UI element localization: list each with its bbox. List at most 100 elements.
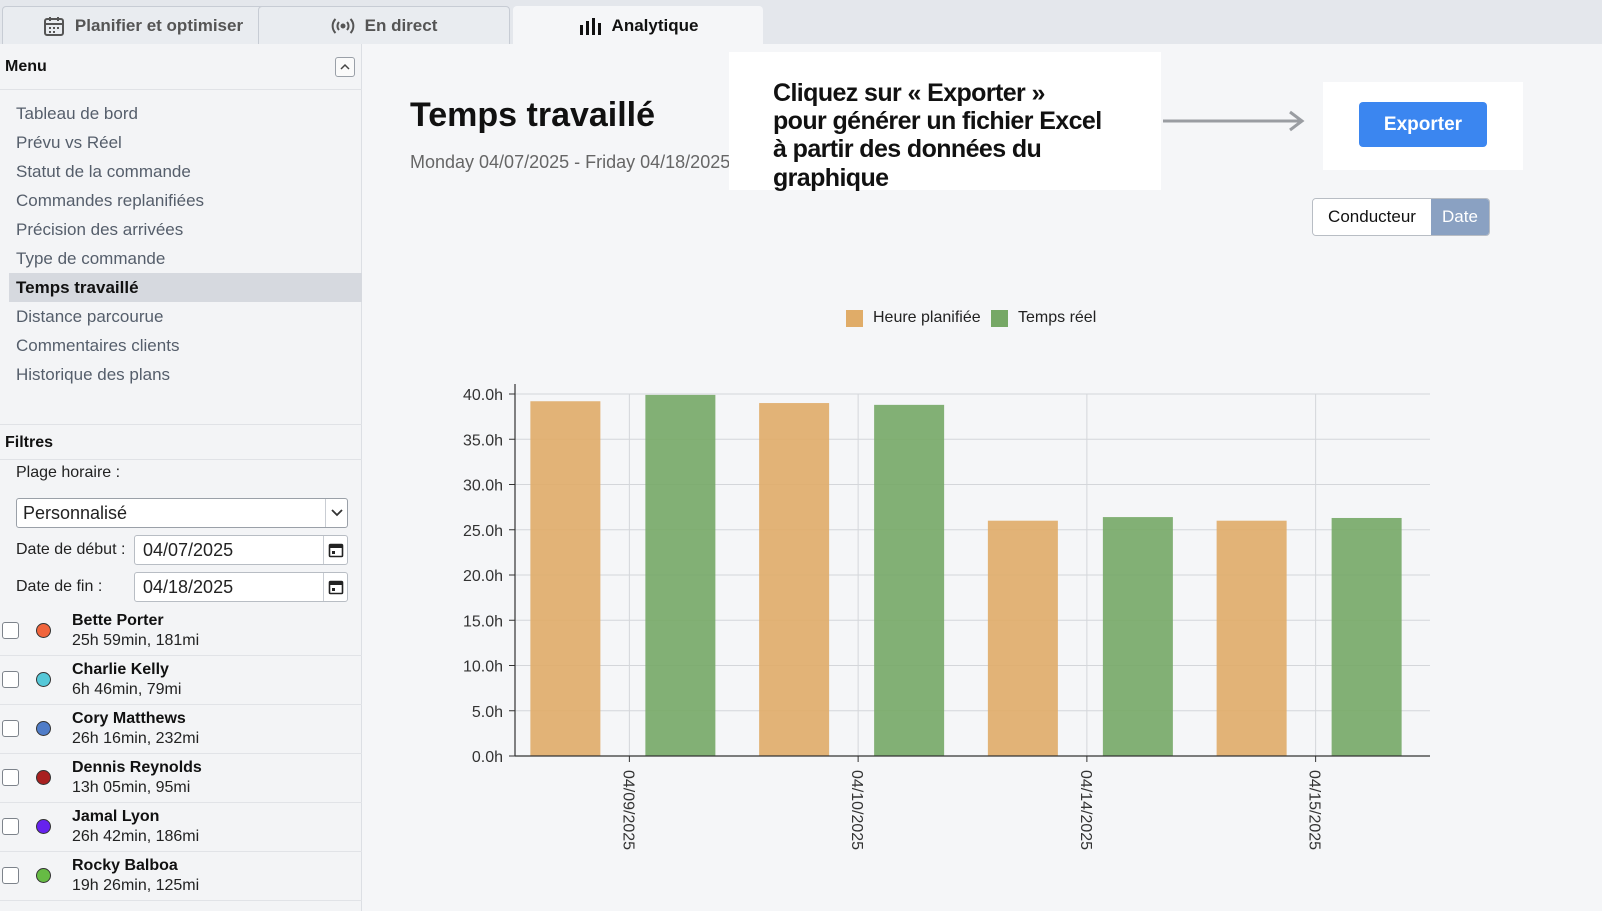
bar-actual	[1102, 517, 1173, 756]
driver-stats: 25h 59min, 181mi	[72, 632, 200, 649]
menu-item-commentaires-clients[interactable]: Commentaires clients	[16, 336, 180, 355]
filters-header: Filtres	[0, 424, 362, 460]
legend-label-actual: Temps réel	[1018, 309, 1097, 326]
menu-item-statut-commande[interactable]: Statut de la commande	[16, 162, 191, 181]
menu-item-historique-plans[interactable]: Historique des plans	[16, 365, 171, 384]
menu-item-precision-arrivees[interactable]: Précision des arrivées	[16, 220, 184, 239]
driver-name: Rocky Balboa	[72, 857, 178, 874]
menu-item-commandes-replanifiees[interactable]: Commandes replanifiées	[16, 191, 205, 210]
bar-planned	[1216, 520, 1287, 756]
filters-title: Filtres	[5, 434, 54, 451]
callout-line: Cliquez sur « Exporter »	[773, 79, 1045, 107]
x-tick-label: 04/09/2025	[619, 770, 636, 850]
driver-row[interactable]: Jamal Lyon 26h 42min, 186mi	[0, 803, 362, 852]
toggle-date[interactable]: Date	[1431, 199, 1489, 235]
menu-item-prevu-vs-reel[interactable]: Prévu vs Réel	[16, 133, 122, 152]
broadcast-icon	[331, 16, 355, 36]
driver-name: Jamal Lyon	[72, 808, 160, 825]
time-range-value: Personnalisé	[23, 503, 128, 523]
time-range-label: Plage horaire :	[16, 464, 121, 481]
driver-color-dot	[36, 819, 51, 834]
bar-planned	[530, 401, 601, 756]
bar-planned	[759, 403, 830, 756]
start-date-label: Date de début :	[16, 541, 126, 558]
menu-item-temps-travaille[interactable]: Temps travaillé	[9, 273, 362, 302]
y-tick-label: 30.0h	[463, 478, 503, 495]
tab-label: En direct	[364, 15, 438, 35]
end-date-input[interactable]: 04/18/2025	[134, 572, 348, 602]
calendar-icon	[43, 15, 65, 37]
arrow-right-icon	[1163, 110, 1305, 132]
tab-label: Analytique	[611, 15, 699, 35]
driver-name: Cory Matthews	[72, 710, 186, 727]
end-date-label: Date de fin :	[16, 578, 103, 595]
driver-stats: 13h 05min, 95mi	[72, 779, 191, 796]
y-tick-label: 35.0h	[463, 432, 503, 449]
driver-name: Charlie Kelly	[72, 661, 169, 678]
worked-time-bar-chart: 0.0h 5.0h 10.0h 15.0h 20.0h 25.0h 30.0h 35.0h 40…	[463, 384, 1430, 850]
menu-header: Menu	[0, 44, 362, 90]
calendar-icon[interactable]	[323, 536, 347, 564]
y-tick-label: 20.0h	[463, 568, 503, 585]
start-date-input[interactable]: 04/07/2025	[134, 535, 348, 565]
x-tick-label: 04/15/2025	[1306, 770, 1323, 850]
top-tab-bar: Planifier et optimiser En direct Analyti…	[0, 0, 1602, 44]
menu-item-distance-parcourue[interactable]: Distance parcourue	[16, 307, 164, 326]
chevron-up-icon	[340, 58, 350, 76]
driver-name: Dennis Reynolds	[72, 759, 202, 776]
y-tick-label: 0.0h	[472, 749, 503, 766]
menu-item-type-commande[interactable]: Type de commande	[16, 249, 166, 268]
legend-label-planned: Heure planifiée	[873, 309, 981, 326]
driver-row[interactable]: Bette Porter 25h 59min, 181mi	[0, 607, 362, 656]
y-tick-label: 10.0h	[463, 659, 503, 676]
driver-checkbox[interactable]	[2, 818, 19, 835]
end-date-value: 04/18/2025	[143, 577, 234, 597]
driver-row[interactable]: Rocky Balboa 19h 26min, 125mi	[0, 852, 362, 901]
legend-swatch-planned	[846, 309, 863, 327]
driver-checkbox[interactable]	[2, 769, 19, 786]
driver-row[interactable]: Cory Matthews 26h 16min, 232mi	[0, 705, 362, 754]
bar-planned	[987, 520, 1058, 756]
x-tick-label: 04/10/2025	[848, 770, 865, 850]
y-tick-label: 40.0h	[463, 387, 503, 404]
view-toggle: Conducteur Date	[1312, 198, 1490, 236]
toggle-conducteur[interactable]: Conducteur	[1313, 199, 1431, 235]
bar-chart-icon	[578, 16, 602, 36]
driver-stats: 6h 46min, 79mi	[72, 681, 182, 698]
driver-checkbox[interactable]	[2, 671, 19, 688]
driver-stats: 26h 16min, 232mi	[72, 730, 200, 747]
page-title: Temps travaillé	[410, 96, 656, 134]
driver-color-dot	[36, 721, 51, 736]
tab-label: Planifier et optimiser	[74, 15, 244, 35]
sidebar: Menu Tableau de bord Prévu vs Réel Statu…	[0, 44, 362, 911]
driver-checkbox[interactable]	[2, 720, 19, 737]
driver-stats: 19h 26min, 125mi	[72, 877, 200, 894]
y-tick-label: 25.0h	[463, 523, 503, 540]
driver-color-dot	[36, 868, 51, 883]
tab-en-direct[interactable]: En direct	[258, 6, 510, 44]
driver-checkbox[interactable]	[2, 622, 19, 639]
export-button[interactable]: Exporter	[1359, 102, 1487, 147]
calendar-icon[interactable]	[323, 573, 347, 601]
bar-actual	[645, 394, 716, 756]
bar-actual	[874, 404, 945, 756]
driver-name: Bette Porter	[72, 612, 164, 629]
driver-row[interactable]: Charlie Kelly 6h 46min, 79mi	[0, 656, 362, 705]
tab-planifier[interactable]: Planifier et optimiser	[2, 6, 284, 44]
menu-item-tableau-de-bord[interactable]: Tableau de bord	[16, 104, 138, 123]
collapse-button[interactable]	[335, 57, 355, 77]
menu-title: Menu	[5, 58, 47, 75]
driver-checkbox[interactable]	[2, 867, 19, 884]
legend-item-actual[interactable]: Temps réel	[991, 309, 1096, 327]
export-panel: Exporter	[1323, 82, 1523, 170]
start-date-value: 04/07/2025	[143, 540, 234, 560]
menu-list: Tableau de bord Prévu vs Réel Statut de …	[9, 99, 362, 389]
date-range: Monday 04/07/2025 - Friday 04/18/2025	[410, 152, 731, 172]
driver-row[interactable]: Dennis Reynolds 13h 05min, 95mi	[0, 754, 362, 803]
driver-color-dot	[36, 672, 51, 687]
tab-analytique[interactable]: Analytique	[513, 6, 763, 44]
legend-item-planned[interactable]: Heure planifiée	[846, 309, 981, 327]
driver-color-dot	[36, 623, 51, 638]
time-range-select[interactable]: Personnalisé	[16, 498, 348, 528]
callout-line: pour générer un fichier Excel	[773, 107, 1102, 135]
